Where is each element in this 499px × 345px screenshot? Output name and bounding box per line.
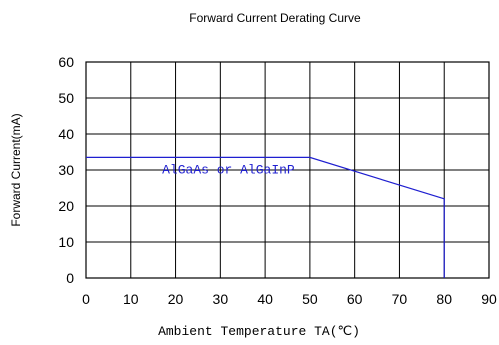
series-line-0 <box>86 156 445 278</box>
x-tick-80: 80 <box>436 291 452 307</box>
x-tick-70: 70 <box>392 291 408 307</box>
y-axis-label: Forward Current(mA) <box>9 113 23 226</box>
y-tick-labels: 0 10 20 30 40 50 60 <box>58 54 74 286</box>
annotation-0: AlGaAs or AlGaInP <box>162 163 295 178</box>
x-tick-30: 30 <box>213 291 229 307</box>
y-tick-20: 20 <box>58 198 74 214</box>
grid-lines <box>86 62 489 278</box>
annotations: AlGaAs or AlGaInP <box>162 163 295 178</box>
plot-frame <box>85 61 490 279</box>
x-tick-0: 0 <box>82 291 90 307</box>
series-group <box>86 156 445 278</box>
y-tick-40: 40 <box>58 126 74 142</box>
y-tick-60: 60 <box>58 54 74 70</box>
x-tick-10: 10 <box>123 291 139 307</box>
x-tick-labels: 0 10 20 30 40 50 60 70 80 90 <box>82 291 497 307</box>
x-tick-60: 60 <box>347 291 363 307</box>
x-axis-label: Ambient Temperature TA(℃) <box>158 324 360 339</box>
y-tick-0: 0 <box>66 270 74 286</box>
y-tick-30: 30 <box>58 162 74 178</box>
x-tick-20: 20 <box>168 291 184 307</box>
x-tick-40: 40 <box>257 291 273 307</box>
y-tick-10: 10 <box>58 234 74 250</box>
x-tick-90: 90 <box>481 291 497 307</box>
y-tick-50: 50 <box>58 90 74 106</box>
chart-title: Forward Current Derating Curve <box>189 11 361 25</box>
x-tick-50: 50 <box>302 291 318 307</box>
